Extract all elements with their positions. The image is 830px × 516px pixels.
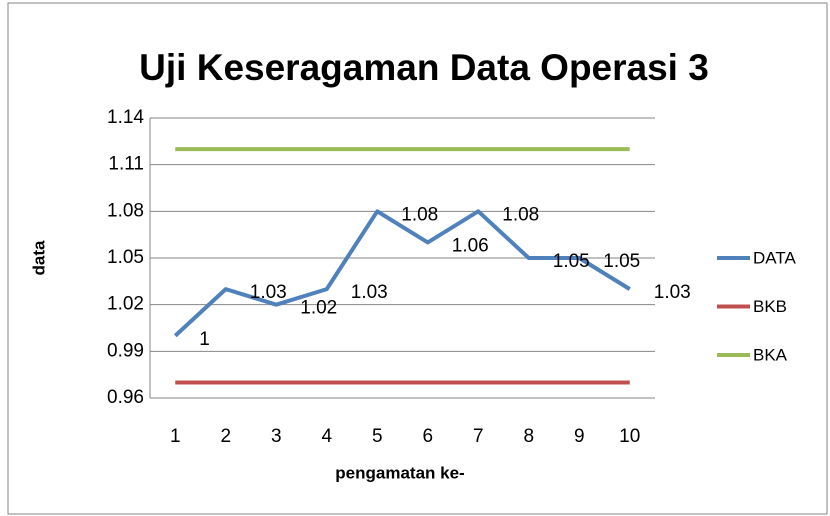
- y-tick-label: 1.14: [107, 107, 144, 128]
- y-tick-label: 1.02: [107, 294, 144, 315]
- x-tick-label: 4: [321, 426, 332, 447]
- y-tick-label: 1.08: [107, 200, 144, 221]
- x-tick-label: 6: [422, 426, 433, 447]
- legend-label: BKB: [753, 297, 787, 316]
- x-tick-label: 2: [220, 426, 231, 447]
- x-tick-label: 5: [372, 426, 383, 447]
- data-label: 1.03: [351, 282, 388, 303]
- x-tick-label: 9: [574, 426, 585, 447]
- x-axis-label: pengamatan ke-: [335, 463, 464, 482]
- legend-label: BKA: [753, 345, 788, 364]
- legend-label: DATA: [753, 248, 796, 267]
- y-tick-label: 0.99: [107, 340, 144, 361]
- data-label: 1.03: [250, 282, 287, 303]
- y-tick-label: 1.11: [108, 154, 144, 175]
- data-label: 1.05: [603, 251, 640, 272]
- x-tick-label: 1: [170, 426, 181, 447]
- data-label: 1.02: [300, 298, 337, 319]
- x-tick-label: 3: [271, 426, 282, 447]
- data-label: 1.03: [654, 282, 691, 303]
- y-axis-label: data: [29, 240, 48, 276]
- series-line: [173, 209, 631, 338]
- x-tick-label: 7: [473, 426, 484, 447]
- data-label: 1.05: [553, 251, 590, 272]
- data-label: 1.06: [452, 235, 489, 256]
- data-label: 1.08: [401, 204, 438, 225]
- y-tick-label: 1.05: [107, 247, 144, 268]
- data-label: 1.08: [502, 204, 539, 225]
- x-tick-label: 10: [619, 426, 640, 447]
- x-tick-label: 8: [523, 426, 534, 447]
- data-label: 1: [199, 329, 210, 350]
- chart-title: Uji Keseragaman Data Operasi 3: [139, 47, 709, 88]
- y-tick-label: 0.96: [107, 387, 144, 408]
